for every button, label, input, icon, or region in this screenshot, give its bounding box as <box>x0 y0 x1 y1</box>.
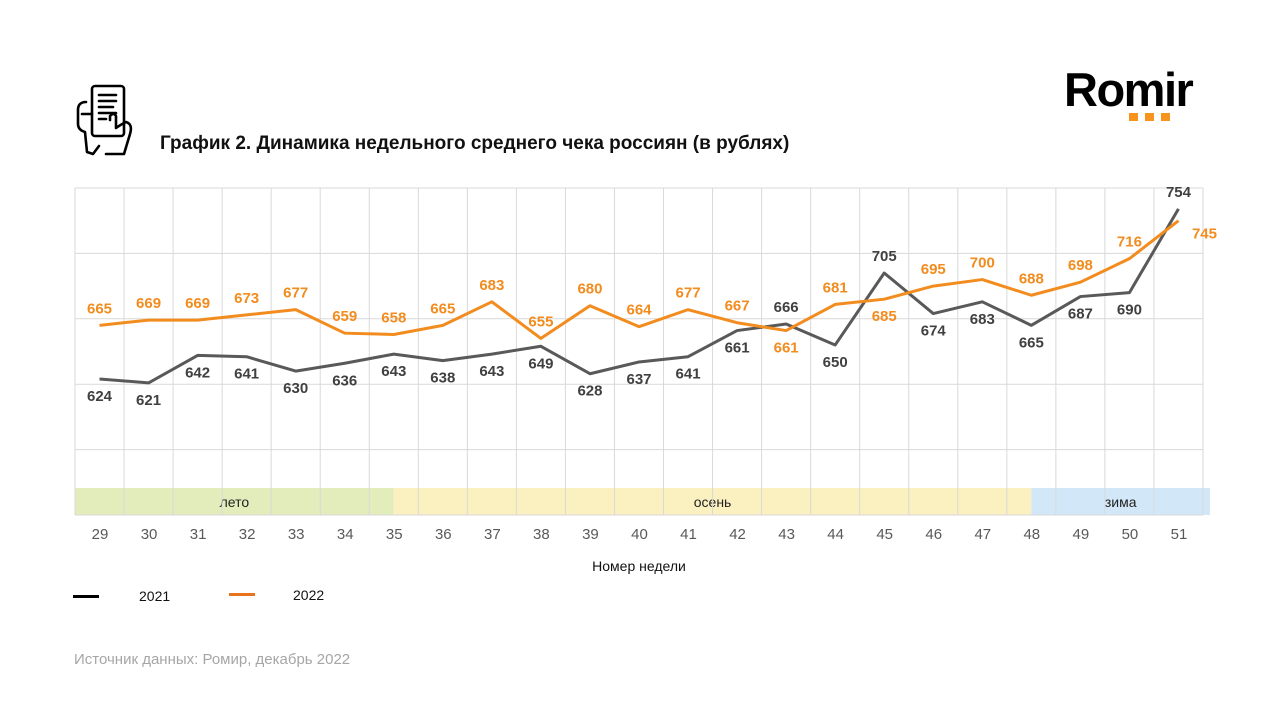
data-label-2022: 661 <box>774 340 799 357</box>
x-tick-label: 34 <box>337 526 354 543</box>
x-tick-label: 29 <box>92 526 109 543</box>
romir-logo: Romir <box>1064 64 1214 124</box>
data-label-2022: 665 <box>87 300 112 317</box>
data-label-2022: 673 <box>234 290 259 307</box>
legend-label-2021: 2021 <box>139 588 171 604</box>
data-label-2022: 680 <box>577 281 602 298</box>
legend-swatch-2022 <box>229 593 255 596</box>
season-band-2 <box>1031 488 1210 515</box>
data-label-2021: 690 <box>1117 302 1142 319</box>
data-label-2021: 683 <box>970 311 995 328</box>
data-label-2021: 666 <box>774 299 799 316</box>
x-tick-label: 42 <box>729 526 746 543</box>
data-label-2022: 688 <box>1019 270 1044 287</box>
logo-dot <box>1129 113 1138 121</box>
x-tick-label: 41 <box>680 526 697 543</box>
data-label-2021: 705 <box>872 248 897 265</box>
x-tick-label: 48 <box>1023 526 1040 543</box>
x-tick-label: 47 <box>974 526 991 543</box>
data-label-2022: 698 <box>1068 257 1093 274</box>
data-label-2021: 641 <box>234 366 259 383</box>
x-tick-label: 35 <box>386 526 403 543</box>
data-label-2021: 754 <box>1166 184 1192 201</box>
data-label-2022: 677 <box>283 285 308 302</box>
data-label-2022: 664 <box>626 302 652 319</box>
data-label-2022: 716 <box>1117 234 1142 251</box>
data-label-2021: 643 <box>479 363 504 380</box>
x-tick-label: 38 <box>533 526 550 543</box>
data-label-2021: 637 <box>626 371 651 388</box>
data-label-2022: 659 <box>332 308 357 325</box>
data-label-2021: 630 <box>283 380 308 397</box>
data-label-2021: 641 <box>676 366 701 383</box>
data-label-2022: 700 <box>970 255 995 272</box>
x-tick-label: 37 <box>484 526 501 543</box>
data-label-2022: 667 <box>725 298 750 315</box>
data-label-2022: 655 <box>528 313 553 330</box>
data-label-2021: 649 <box>528 355 553 372</box>
data-label-2021: 624 <box>87 388 113 405</box>
data-label-2022: 669 <box>136 295 161 312</box>
x-tick-label: 30 <box>141 526 158 543</box>
season-label: зима <box>1105 494 1137 510</box>
x-tick-label: 46 <box>925 526 942 543</box>
logo-dot <box>1145 113 1154 121</box>
x-tick-label: 39 <box>582 526 599 543</box>
x-tick-label: 33 <box>288 526 305 543</box>
data-label-2021: 636 <box>332 372 357 389</box>
season-band-0 <box>75 488 394 515</box>
season-label: лето <box>220 494 250 510</box>
chart-title: График 2. Динамика недельного среднего ч… <box>160 133 790 154</box>
data-label-2022: 658 <box>381 309 406 326</box>
data-label-2022: 683 <box>479 277 504 294</box>
data-label-2022: 677 <box>676 285 701 302</box>
data-label-2021: 643 <box>381 363 406 380</box>
data-label-2021: 628 <box>577 383 602 400</box>
data-label-2021: 638 <box>430 370 455 387</box>
series-line-2022 <box>99 219 1180 340</box>
x-tick-label: 50 <box>1122 526 1139 543</box>
data-label-2022: 669 <box>185 295 210 312</box>
legend-swatch-2021 <box>73 595 99 598</box>
logo-text: Romir <box>1064 63 1194 116</box>
x-tick-label: 44 <box>827 526 844 543</box>
data-label-2021: 642 <box>185 364 210 381</box>
x-tick-label: 36 <box>435 526 452 543</box>
logo-dot <box>1161 113 1170 121</box>
data-label-2021: 650 <box>823 354 848 371</box>
legend-label-2022: 2022 <box>293 587 325 603</box>
x-tick-label: 32 <box>239 526 256 543</box>
data-label-2021: 661 <box>725 340 750 357</box>
data-label-2021: 674 <box>921 323 947 340</box>
receipt-hand-icon <box>76 84 133 156</box>
data-label-2022: 745 <box>1192 226 1217 243</box>
data-label-2021: 665 <box>1019 334 1044 351</box>
data-source-note: Источник данных: Ромир, декабрь 2022 <box>74 651 351 668</box>
data-label-2021: 621 <box>136 392 161 409</box>
data-label-2022: 695 <box>921 261 946 278</box>
x-tick-label: 40 <box>631 526 648 543</box>
x-axis-label: Номер недели <box>592 558 686 574</box>
data-label-2022: 685 <box>872 308 897 325</box>
data-label-2022: 665 <box>430 300 455 317</box>
data-label-2021: 687 <box>1068 306 1093 323</box>
series-line-2021 <box>99 208 1180 385</box>
x-tick-label: 49 <box>1073 526 1090 543</box>
data-label-2022: 681 <box>823 279 848 296</box>
x-tick-label: 51 <box>1171 526 1188 543</box>
x-tick-label: 43 <box>778 526 795 543</box>
x-tick-label: 31 <box>190 526 207 543</box>
x-tick-label: 45 <box>876 526 893 543</box>
